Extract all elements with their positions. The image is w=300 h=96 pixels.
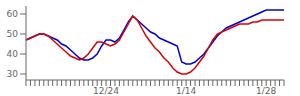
svg-text:12/24: 12/24: [93, 86, 119, 96]
svg-text:40: 40: [8, 49, 18, 59]
svg-text:60: 60: [8, 9, 18, 19]
svg-text:1/14: 1/14: [176, 86, 196, 96]
svg-text:50: 50: [8, 29, 18, 39]
svg-text:1/28: 1/28: [256, 86, 276, 96]
svg-text:30: 30: [8, 69, 18, 79]
